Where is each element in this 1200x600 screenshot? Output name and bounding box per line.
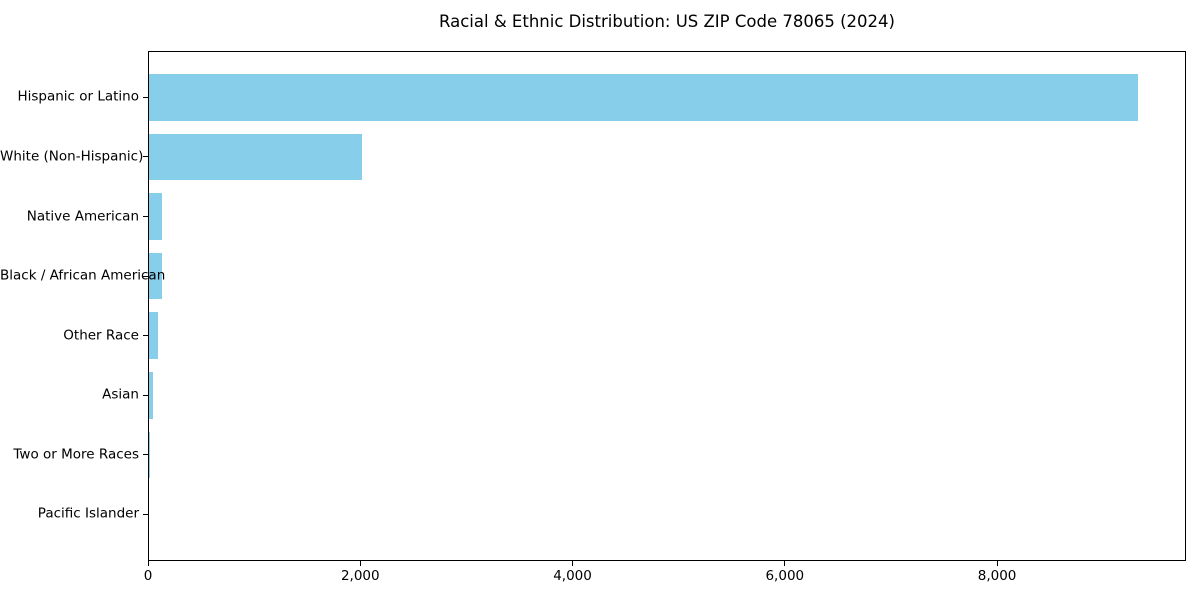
- bar: [149, 193, 163, 240]
- y-tick-label: Black / African American: [0, 267, 166, 284]
- x-tick-mark: [572, 561, 574, 566]
- x-tick-label: 2,000: [340, 568, 380, 584]
- y-tick-label: Native American: [26, 207, 139, 224]
- chart-title: Racial & Ethnic Distribution: US ZIP Cod…: [439, 12, 895, 31]
- x-tick-label: 4,000: [553, 568, 592, 584]
- y-tick-label: Pacific Islander: [37, 505, 139, 522]
- y-tick-label: White (Non-Hispanic): [0, 148, 144, 165]
- y-tick-label: Other Race: [63, 326, 139, 343]
- bar: [149, 312, 159, 359]
- x-tick-label: 0: [143, 568, 153, 584]
- x-tick-label: 6,000: [765, 568, 805, 584]
- x-tick-label: 8,000: [977, 568, 1017, 584]
- x-tick-mark: [147, 561, 149, 566]
- y-tick-label: Two or More Races: [13, 446, 139, 463]
- bar: [149, 252, 162, 300]
- bar: [149, 74, 1138, 121]
- y-tick-label: Asian: [102, 386, 139, 403]
- y-tick-label: Hispanic or Latino: [17, 88, 139, 105]
- x-tick-mark: [359, 561, 361, 566]
- bar: [149, 133, 362, 181]
- bar: [149, 372, 154, 419]
- plot-area: [148, 51, 1186, 561]
- x-tick-mark: [996, 561, 998, 566]
- bar: [149, 431, 151, 479]
- x-tick-mark: [784, 561, 786, 566]
